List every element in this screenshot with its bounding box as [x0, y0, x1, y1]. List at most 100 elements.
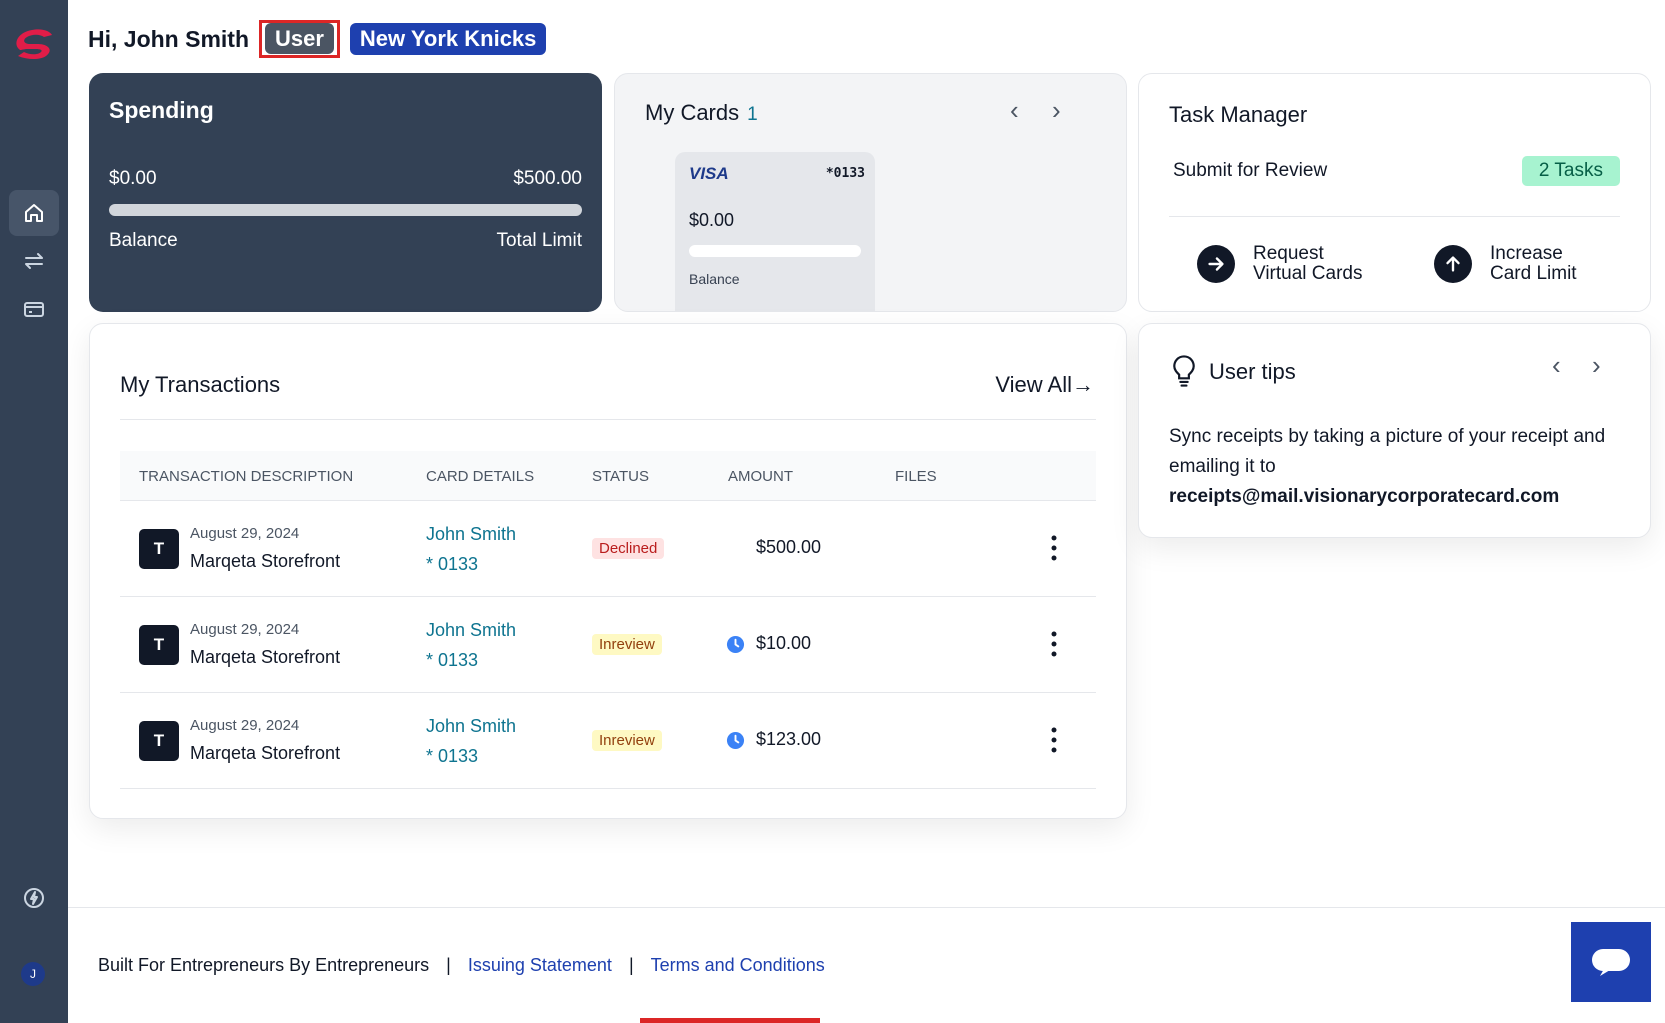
increase-line1: Increase [1490, 243, 1563, 264]
limit-label: Total Limit [496, 230, 582, 251]
card-last4: * 0133 [426, 554, 479, 574]
brand-logo-icon[interactable] [10, 22, 56, 62]
table-row[interactable]: T August 29, 2024 Marqeta Storefront Joh… [120, 693, 1096, 789]
cardholder-link[interactable]: John Smith [426, 716, 517, 736]
increase-card-limit-label: Increase Card Limit [1490, 244, 1577, 284]
footer: Built For Entrepreneurs By Entrepreneurs… [98, 955, 825, 976]
increase-line2: Card Limit [1490, 263, 1577, 284]
merchant-name: Marqeta Storefront [190, 647, 341, 667]
tasks-count-badge[interactable]: 2 Tasks [1521, 156, 1620, 186]
col-amount: Amount [728, 468, 793, 485]
chevron-right-icon[interactable]: › [1592, 350, 1601, 380]
merchant-avatar: T [139, 625, 179, 665]
visa-logo: VISA [689, 164, 729, 183]
tip-text: Sync receipts by taking a picture of you… [1169, 422, 1620, 512]
divider [1169, 216, 1620, 217]
table-row[interactable]: T August 29, 2024 Marqeta Storefront Joh… [120, 501, 1096, 597]
card-last4: * 0133 [426, 650, 479, 670]
arrow-up-circle-icon [1434, 245, 1472, 283]
chat-button[interactable] [1571, 922, 1651, 1002]
balance-value: $0.00 [109, 168, 157, 189]
card-last4: * 0133 [426, 746, 479, 766]
card-icon [24, 302, 44, 317]
card-progress-bar [689, 245, 861, 257]
card-amount: $0.00 [689, 210, 735, 230]
status-badge: Inreview [592, 634, 662, 655]
status-badge: Declined [592, 538, 665, 559]
chevron-left-icon[interactable]: ‹ [1010, 95, 1019, 125]
team-badge[interactable]: New York Knicks [349, 23, 547, 55]
divider [120, 419, 1096, 420]
my-cards-card: My Cards 1 ‹ › VISA *0133 $0.00 Balance [614, 73, 1127, 312]
clock-icon [726, 731, 745, 750]
spending-labels: Balance Total Limit [109, 230, 582, 252]
card-balance-label: Balance [689, 271, 740, 287]
col-description: Transaction Description [139, 468, 354, 485]
nav-transactions[interactable] [9, 238, 59, 284]
issuing-statement-link[interactable]: Issuing Statement [467, 955, 612, 975]
user-avatar[interactable]: J [21, 962, 45, 986]
card-last4: *0133 [825, 166, 865, 181]
submit-review-row[interactable]: Submit for Review 2 Tasks [1173, 156, 1620, 186]
view-all-label: View All [995, 372, 1072, 397]
arrow-right-icon: → [1072, 372, 1094, 397]
limit-value: $500.00 [513, 168, 582, 189]
chevron-right-icon[interactable]: › [1052, 95, 1061, 125]
view-all-link[interactable]: View All→ [995, 372, 1094, 398]
my-cards-title-text: My Cards [645, 100, 740, 125]
request-virtual-cards-button[interactable]: Request Virtual Cards [1197, 244, 1362, 284]
more-vertical-icon[interactable] [1050, 629, 1058, 659]
more-vertical-icon[interactable] [1050, 533, 1058, 563]
table-header: Transaction Description Card Details Sta… [120, 451, 1096, 501]
nav-cards[interactable] [9, 286, 59, 332]
user-tips-card: User tips ‹ › Sync receipts by taking a … [1138, 323, 1651, 538]
lightbulb-icon [1173, 355, 1195, 387]
bottom-accent-strip [640, 1018, 820, 1023]
role-badge-highlight: User [259, 20, 340, 58]
chevron-left-icon[interactable]: ‹ [1552, 350, 1561, 380]
nav-home[interactable] [9, 190, 59, 236]
merchant-avatar: T [139, 721, 179, 761]
home-icon [25, 204, 43, 222]
spending-title: Spending [109, 97, 214, 123]
transfer-arrows-icon [25, 253, 43, 269]
arrow-right-circle-icon [1197, 245, 1235, 283]
cardholder-link[interactable]: John Smith [426, 524, 517, 544]
chat-bubble-icon [1592, 949, 1630, 976]
balance-label: Balance [109, 230, 178, 251]
increase-card-limit-button[interactable]: Increase Card Limit [1434, 244, 1577, 284]
tip-email[interactable]: receipts@mail.visionarycorporatecard.com [1169, 486, 1560, 507]
submit-review-label: Submit for Review [1173, 160, 1328, 181]
request-virtual-cards-label: Request Virtual Cards [1253, 244, 1362, 284]
spending-progress-bar [109, 204, 582, 216]
lightning-circle-icon [24, 888, 44, 908]
role-badge[interactable]: User [265, 23, 334, 54]
page-header: Hi, John Smith User New York Knicks [88, 20, 547, 58]
more-vertical-icon[interactable] [1050, 725, 1058, 755]
col-files: Files [895, 468, 937, 485]
transaction-date: August 29, 2024 [190, 525, 300, 542]
my-cards-title: My Cards 1 [645, 100, 758, 126]
table-row[interactable]: T August 29, 2024 Marqeta Storefront Joh… [120, 597, 1096, 693]
transactions-card: My Transactions View All→ Transaction De… [89, 323, 1127, 819]
merchant-name: Marqeta Storefront [190, 551, 341, 571]
request-line2: Virtual Cards [1253, 263, 1363, 284]
terms-link[interactable]: Terms and Conditions [650, 955, 825, 975]
sidebar: J [0, 0, 68, 1023]
col-card-details: Card Details [426, 468, 535, 485]
footer-separator: | [628, 955, 634, 975]
transaction-amount: $500.00 [756, 537, 822, 557]
transaction-amount: $123.00 [756, 729, 822, 749]
task-manager-card: Task Manager Submit for Review 2 Tasks R… [1138, 73, 1651, 312]
request-line1: Request [1253, 243, 1324, 264]
footer-separator: | [446, 955, 451, 975]
nav-quick-actions[interactable] [9, 875, 59, 921]
cardholder-link[interactable]: John Smith [426, 620, 517, 640]
user-tips-title: User tips [1209, 359, 1296, 384]
status-badge: Inreview [592, 730, 662, 751]
virtual-card[interactable]: VISA *0133 $0.00 Balance [675, 152, 875, 311]
tip-body: Sync receipts by taking a picture of you… [1169, 426, 1606, 477]
transaction-date: August 29, 2024 [190, 717, 300, 734]
footer-tagline: Built For Entrepreneurs By Entrepreneurs [98, 955, 430, 975]
merchant-name: Marqeta Storefront [190, 743, 341, 763]
